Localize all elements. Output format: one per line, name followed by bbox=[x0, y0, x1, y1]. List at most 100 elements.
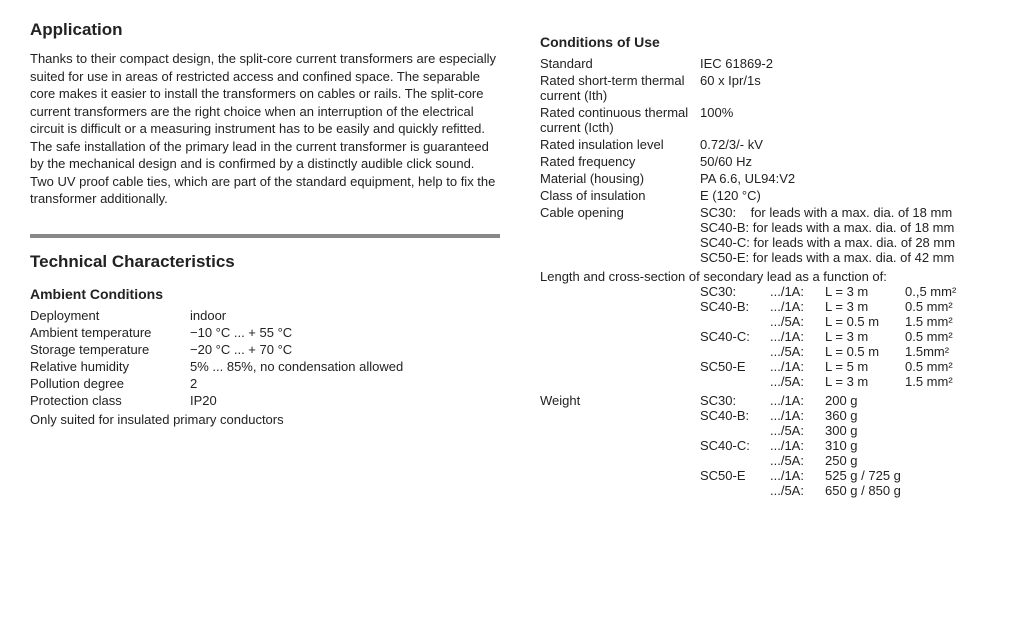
lead-row: SC50-E .../1A: L = 5 m 0.5 mm² bbox=[700, 359, 1004, 374]
weight-val: 200 g bbox=[825, 393, 945, 408]
lead-amp: .../5A: bbox=[770, 314, 825, 329]
tech-heading: Technical Characteristics bbox=[30, 252, 500, 272]
label-storage-temp: Storage temperature bbox=[30, 342, 190, 357]
lead-row: .../5A: L = 0.5 m 1.5mm² bbox=[700, 344, 1004, 359]
lead-len: L = 3 m bbox=[825, 374, 905, 389]
label-insulation: Rated insulation level bbox=[540, 137, 700, 152]
cable-line-1: SC30: for leads with a max. dia. of 18 m… bbox=[700, 205, 1004, 220]
label-icth: Rated continuous thermal current (Icth) bbox=[540, 105, 700, 135]
weight-val: 525 g / 725 g bbox=[825, 468, 945, 483]
lead-section-label: Length and cross-section of secondary le… bbox=[540, 269, 1004, 284]
label-cable: Cable opening bbox=[540, 205, 700, 220]
value-protection: IP20 bbox=[190, 393, 500, 408]
lead-model bbox=[700, 344, 770, 359]
label-protection: Protection class bbox=[30, 393, 190, 408]
value-pollution: 2 bbox=[190, 376, 500, 391]
lead-table: SC30: .../1A: L = 3 m 0.,5 mm² SC40-B: .… bbox=[540, 284, 1004, 389]
row-ith: Rated short-term thermal current (Ith) 6… bbox=[540, 73, 1004, 103]
weight-val: 310 g bbox=[825, 438, 945, 453]
weight-model: SC50-E bbox=[700, 468, 770, 483]
application-heading: Application bbox=[30, 20, 500, 40]
weight-model bbox=[700, 423, 770, 438]
weight-amp: .../5A: bbox=[770, 483, 825, 498]
weight-amp: .../5A: bbox=[770, 453, 825, 468]
weight-model: SC30: bbox=[700, 393, 770, 408]
label-humidity: Relative humidity bbox=[30, 359, 190, 374]
application-text: Thanks to their compact design, the spli… bbox=[30, 50, 500, 208]
ambient-heading: Ambient Conditions bbox=[30, 286, 500, 302]
lead-amp: .../5A: bbox=[770, 374, 825, 389]
weight-row: .../5A: 250 g bbox=[700, 453, 1004, 468]
lead-sec: 0.5 mm² bbox=[905, 359, 985, 374]
page-layout: Application Thanks to their compact desi… bbox=[30, 20, 1004, 500]
lead-sec: 0.5 mm² bbox=[905, 299, 985, 314]
lead-sec: 1.5mm² bbox=[905, 344, 985, 359]
lead-row: SC30: .../1A: L = 3 m 0.,5 mm² bbox=[700, 284, 1004, 299]
value-insulation: 0.72/3/- kV bbox=[700, 137, 1004, 152]
weight-row: SC40-C: .../1A: 310 g bbox=[700, 438, 1004, 453]
weight-row: SC40-B: .../1A: 360 g bbox=[700, 408, 1004, 423]
lead-model bbox=[700, 374, 770, 389]
weight-row: SC50-E .../1A: 525 g / 725 g bbox=[700, 468, 1004, 483]
value-freq: 50/60 Hz bbox=[700, 154, 1004, 169]
row-cable: Cable opening SC30: for leads with a max… bbox=[540, 205, 1004, 265]
value-weight: SC30: .../1A: 200 g SC40-B: .../1A: 360 … bbox=[700, 393, 1004, 498]
row-storage-temp: Storage temperature −20 °C ... + 70 °C bbox=[30, 342, 500, 357]
row-standard: Standard IEC 61869-2 bbox=[540, 56, 1004, 71]
cable-line-4: SC50-E: for leads with a max. dia. of 42… bbox=[700, 250, 1004, 265]
lead-row: .../5A: L = 3 m 1.5 mm² bbox=[700, 374, 1004, 389]
weight-val: 360 g bbox=[825, 408, 945, 423]
conditions-heading: Conditions of Use bbox=[540, 34, 1004, 50]
lead-amp: .../1A: bbox=[770, 329, 825, 344]
label-standard: Standard bbox=[540, 56, 700, 71]
lead-len: L = 3 m bbox=[825, 284, 905, 299]
lead-model: SC30: bbox=[700, 284, 770, 299]
row-ambient-temp: Ambient temperature −10 °C ... + 55 °C bbox=[30, 325, 500, 340]
lead-len: L = 3 m bbox=[825, 329, 905, 344]
lead-len: L = 0.5 m bbox=[825, 344, 905, 359]
lead-amp: .../1A: bbox=[770, 284, 825, 299]
lead-model: SC40-B: bbox=[700, 299, 770, 314]
label-deployment: Deployment bbox=[30, 308, 190, 323]
row-humidity: Relative humidity 5% ... 85%, no condens… bbox=[30, 359, 500, 374]
value-humidity: 5% ... 85%, no condensation allowed bbox=[190, 359, 500, 374]
weight-model bbox=[700, 483, 770, 498]
row-freq: Rated frequency 50/60 Hz bbox=[540, 154, 1004, 169]
weight-val: 300 g bbox=[825, 423, 945, 438]
value-ith: 60 x Ipr/1s bbox=[700, 73, 1004, 88]
lead-row: SC40-B: .../1A: L = 3 m 0.5 mm² bbox=[700, 299, 1004, 314]
row-protection: Protection class IP20 bbox=[30, 393, 500, 408]
label-ambient-temp: Ambient temperature bbox=[30, 325, 190, 340]
lead-model bbox=[700, 314, 770, 329]
weight-amp: .../1A: bbox=[770, 408, 825, 423]
separator-rule bbox=[30, 234, 500, 238]
left-column: Application Thanks to their compact desi… bbox=[30, 20, 500, 500]
lead-sec: 0.,5 mm² bbox=[905, 284, 985, 299]
lead-amp: .../1A: bbox=[770, 359, 825, 374]
cable-line-2: SC40-B: for leads with a max. dia. of 18… bbox=[700, 220, 1004, 235]
lead-amp: .../5A: bbox=[770, 344, 825, 359]
label-freq: Rated frequency bbox=[540, 154, 700, 169]
weight-amp: .../1A: bbox=[770, 468, 825, 483]
lead-len: L = 0.5 m bbox=[825, 314, 905, 329]
lead-row: .../5A: L = 0.5 m 1.5 mm² bbox=[700, 314, 1004, 329]
value-cable: SC30: for leads with a max. dia. of 18 m… bbox=[700, 205, 1004, 265]
value-storage-temp: −20 °C ... + 70 °C bbox=[190, 342, 500, 357]
lead-sec: 1.5 mm² bbox=[905, 314, 985, 329]
weight-row: SC30: .../1A: 200 g bbox=[700, 393, 1004, 408]
weight-model: SC40-C: bbox=[700, 438, 770, 453]
lead-len: L = 3 m bbox=[825, 299, 905, 314]
lead-sec: 0.5 mm² bbox=[905, 329, 985, 344]
label-material: Material (housing) bbox=[540, 171, 700, 186]
weight-amp: .../1A: bbox=[770, 438, 825, 453]
weight-row: .../5A: 300 g bbox=[700, 423, 1004, 438]
lead-row: SC40-C: .../1A: L = 3 m 0.5 mm² bbox=[700, 329, 1004, 344]
weight-amp: .../1A: bbox=[770, 393, 825, 408]
value-icth: 100% bbox=[700, 105, 1004, 120]
weight-model: SC40-B: bbox=[700, 408, 770, 423]
row-material: Material (housing) PA 6.6, UL94:V2 bbox=[540, 171, 1004, 186]
row-deployment: Deployment indoor bbox=[30, 308, 500, 323]
label-class: Class of insulation bbox=[540, 188, 700, 203]
weight-amp: .../5A: bbox=[770, 423, 825, 438]
cable-line-3: SC40-C: for leads with a max. dia. of 28… bbox=[700, 235, 1004, 250]
